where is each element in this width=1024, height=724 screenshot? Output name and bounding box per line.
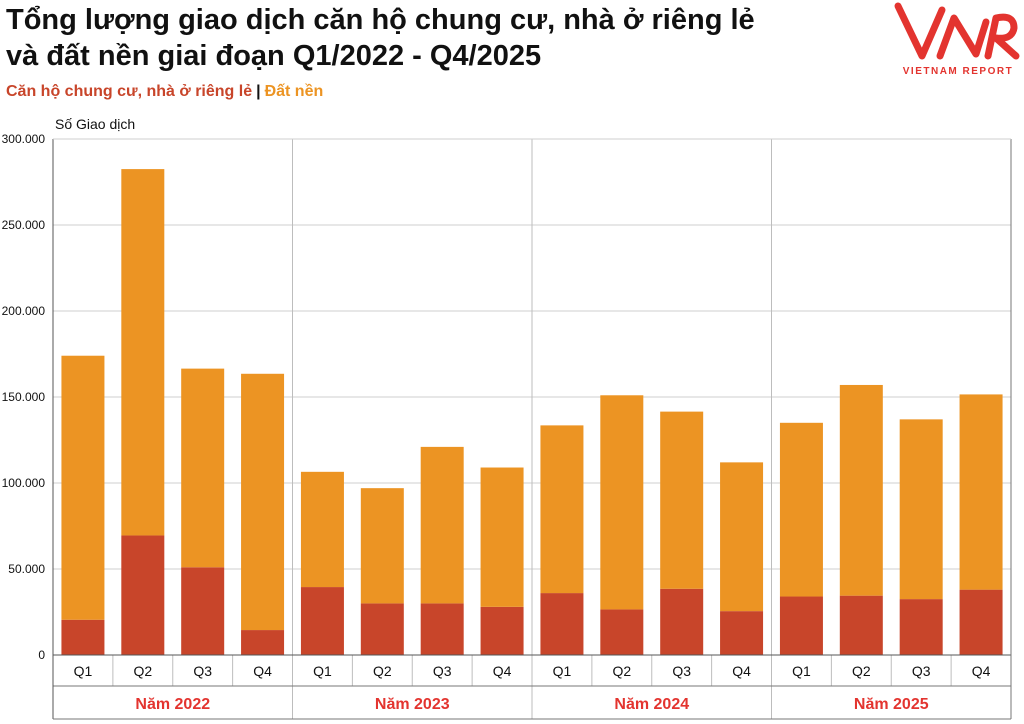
- x-tick-label: Q3: [912, 663, 931, 679]
- y-tick-label: 300.000: [2, 132, 46, 146]
- bar-segment-apartment: [540, 593, 584, 655]
- bar-segment-land: [899, 419, 943, 600]
- chart-title-line-2: và đất nền giai đoạn Q1/2022 - Q4/2025: [6, 40, 542, 72]
- x-tick-label: Q1: [792, 663, 811, 679]
- x-tick-label: Q3: [433, 663, 452, 679]
- x-tick-label: Q2: [133, 663, 152, 679]
- bar-segment-apartment: [720, 611, 764, 655]
- chart-title-line-1: Tổng lượng giao dịch căn hộ chung cư, nh…: [6, 4, 755, 36]
- bar-segment-apartment: [420, 603, 464, 655]
- bar-segment-apartment: [600, 609, 644, 655]
- bar-segment-apartment: [121, 535, 165, 655]
- bar-segment-land: [839, 384, 883, 596]
- x-tick-label: Q4: [732, 663, 751, 679]
- bar-segment-land: [720, 462, 764, 612]
- bar-segment-apartment: [360, 603, 404, 655]
- bar-segment-land: [181, 368, 225, 568]
- bar-segment-apartment: [779, 596, 823, 655]
- y-axis-label: Số Giao dịch: [55, 116, 136, 132]
- x-tick-label: Q2: [373, 663, 392, 679]
- bar-segment-land: [600, 395, 644, 610]
- y-tick-label: 0: [38, 648, 45, 662]
- legend-series-1: Căn hộ chung cư, nhà ở riêng lẻ: [6, 83, 253, 100]
- x-tick-label: Q3: [672, 663, 691, 679]
- group-label: Năm 2024: [614, 696, 689, 713]
- chart-legend: Căn hộ chung cư, nhà ở riêng lẻ | Đất nền: [6, 83, 323, 101]
- bar-segment-apartment: [181, 567, 225, 655]
- group-label: Năm 2022: [135, 696, 210, 713]
- logo-wordmark: VIETNAM REPORT: [903, 66, 1013, 77]
- group-label: Năm 2023: [375, 696, 450, 713]
- x-tick-label: Q2: [612, 663, 631, 679]
- x-tick-label: Q1: [74, 663, 93, 679]
- vnr-logo: VIETNAM REPORT: [894, 2, 1020, 77]
- bar-segment-land: [360, 488, 404, 604]
- group-label: Năm 2025: [854, 696, 929, 713]
- x-tick-label: Q3: [193, 663, 212, 679]
- bar-segment-land: [959, 394, 1003, 590]
- bar-segment-apartment: [300, 587, 344, 655]
- bar-segment-land: [241, 373, 285, 631]
- bar-segment-land: [121, 169, 165, 536]
- bar-segment-land: [300, 471, 344, 588]
- legend-series-2: Đất nền: [264, 83, 324, 100]
- y-tick-label: 150.000: [2, 390, 46, 404]
- legend-separator: |: [256, 83, 261, 100]
- x-tick-label: Q4: [493, 663, 512, 679]
- chart-title: Tổng lượng giao dịch căn hộ chung cư, nh…: [6, 2, 886, 74]
- bar-segment-apartment: [61, 619, 105, 655]
- x-tick-label: Q1: [313, 663, 332, 679]
- x-tick-label: Q1: [553, 663, 572, 679]
- bar-segment-apartment: [899, 599, 943, 655]
- bar-segment-apartment: [480, 606, 524, 655]
- bar-segment-land: [420, 446, 464, 604]
- bar-segment-land: [779, 422, 823, 597]
- y-tick-label: 200.000: [2, 304, 46, 318]
- bar-segment-land: [480, 467, 524, 607]
- bar-segment-land: [61, 355, 105, 620]
- bar-segment-land: [540, 425, 584, 594]
- x-tick-label: Q4: [253, 663, 272, 679]
- bar-segment-land: [660, 411, 704, 589]
- y-tick-label: 50.000: [8, 562, 45, 576]
- y-tick-label: 250.000: [2, 218, 46, 232]
- bar-segment-apartment: [660, 588, 704, 655]
- bar-segment-apartment: [959, 589, 1003, 655]
- x-tick-label: Q4: [972, 663, 991, 679]
- y-tick-label: 100.000: [2, 476, 46, 490]
- x-tick-label: Q2: [852, 663, 871, 679]
- bar-segment-apartment: [241, 630, 285, 655]
- bar-segment-apartment: [839, 595, 883, 655]
